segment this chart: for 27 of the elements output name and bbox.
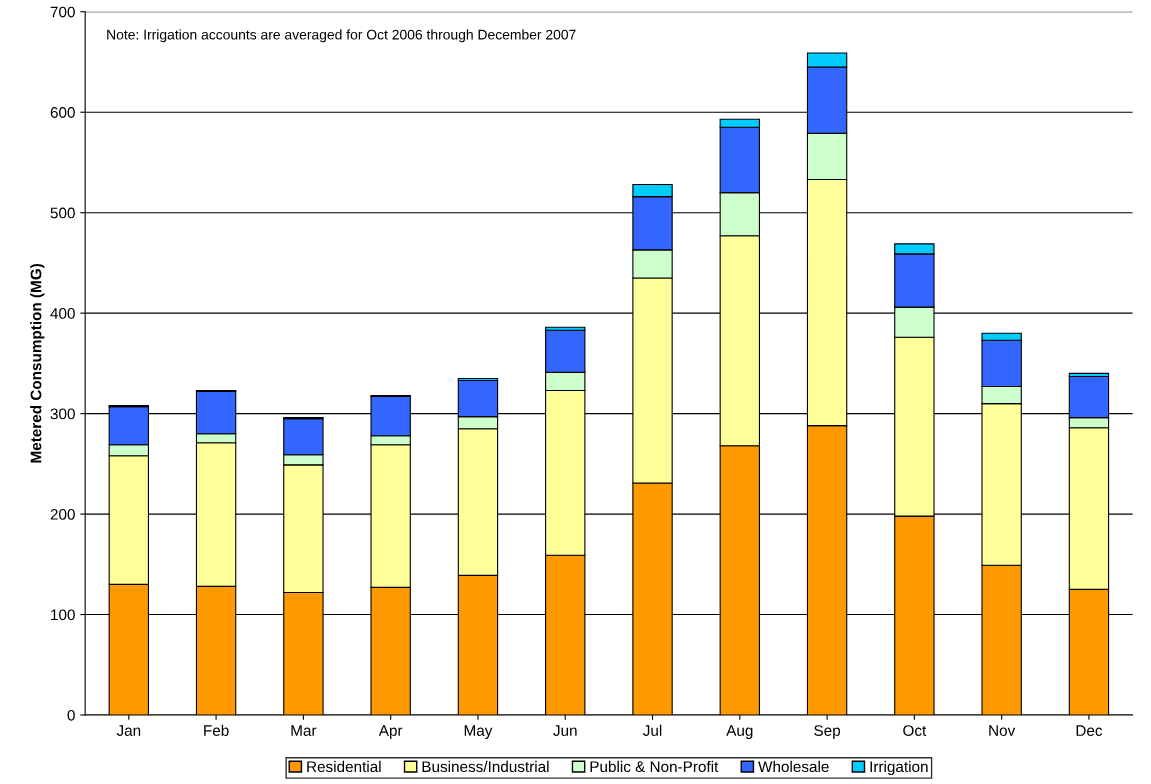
legend-label: Wholesale	[758, 760, 829, 773]
legend-label: Residential	[307, 760, 381, 773]
x-tick-label: Sep	[814, 725, 841, 739]
y-tick-label: 100	[51, 609, 75, 621]
x-tick-label: Nov	[989, 725, 1016, 736]
y-tick-label: 300	[50, 408, 75, 420]
annotation: Note: Irrigation accounts are averaged for Oct 2006 through December 2007	[107, 29, 576, 43]
x-tick-label: Dec	[1076, 725, 1103, 736]
legend-label: Irrigation	[870, 760, 928, 776]
y-tick-label: 600	[50, 107, 75, 118]
y-tick-label: 200	[50, 508, 75, 520]
x-tick-label: Aug	[726, 725, 753, 739]
y-tick-label: 0	[67, 709, 75, 721]
legend-label: Public & Non-Profit	[590, 760, 719, 773]
x-tick-label: Jul	[643, 724, 662, 736]
y-tick-label: 400	[50, 308, 75, 319]
x-tick-label: Jan	[116, 725, 141, 736]
y-tick-label: 500	[50, 207, 75, 219]
x-tick-label: Apr	[378, 725, 403, 739]
x-tick-label: Feb	[204, 724, 229, 736]
x-tick-label: Oct	[903, 725, 927, 736]
y-axis-title: Metered Consumption (MG)	[30, 263, 45, 463]
x-tick-label: May	[464, 725, 493, 739]
y-tick-label: 700	[50, 6, 75, 18]
legend-label: Business/Industrial	[422, 760, 549, 773]
x-tick-label: Jun	[553, 725, 577, 736]
x-tick-label: Mar	[291, 725, 317, 736]
